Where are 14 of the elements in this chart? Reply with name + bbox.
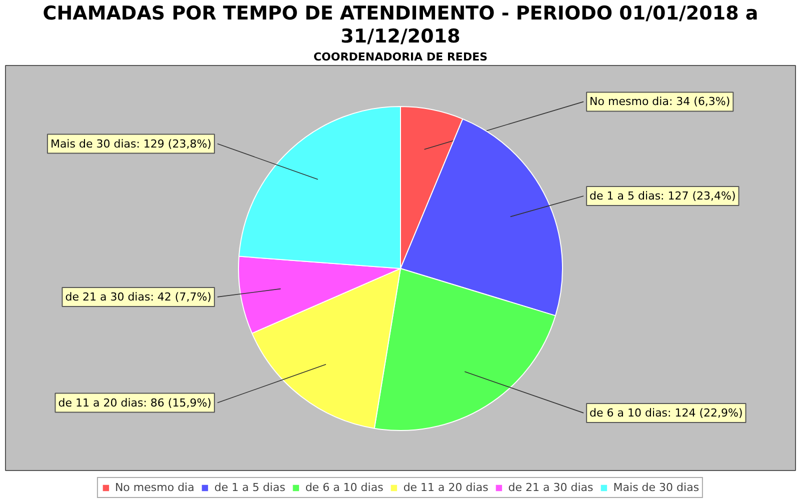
chart-title: CHAMADAS POR TEMPO DE ATENDIMENTO - PERIODO 01/01/2018 a 31/12/2018 (42, 2, 758, 48)
legend-label: de 1 a 5 dias (214, 481, 286, 494)
data-label: Mais de 30 dias: 129 (23,8%) (50, 137, 212, 150)
legend-label: de 11 a 20 dias (403, 481, 488, 494)
legend-label: de 6 a 10 dias (305, 481, 384, 494)
data-label: de 1 a 5 dias: 127 (23,4%) (590, 189, 736, 202)
data-label: de 21 a 30 dias: 42 (7,7%) (65, 290, 212, 304)
chart-subtitle: COORDENADORIA DE REDES (313, 50, 488, 64)
data-label: de 6 a 10 dias: 124 (22,9%) (590, 406, 743, 420)
legend-label: de 21 a 30 dias (508, 481, 594, 494)
data-label: No mesmo dia: 34 (6,3%) (590, 95, 730, 108)
data-label: de 11 a 20 dias: 86 (15,9%) (58, 396, 212, 410)
legend-label: Mais de 30 dias (613, 481, 700, 494)
legend-label: No mesmo dia (114, 481, 194, 494)
